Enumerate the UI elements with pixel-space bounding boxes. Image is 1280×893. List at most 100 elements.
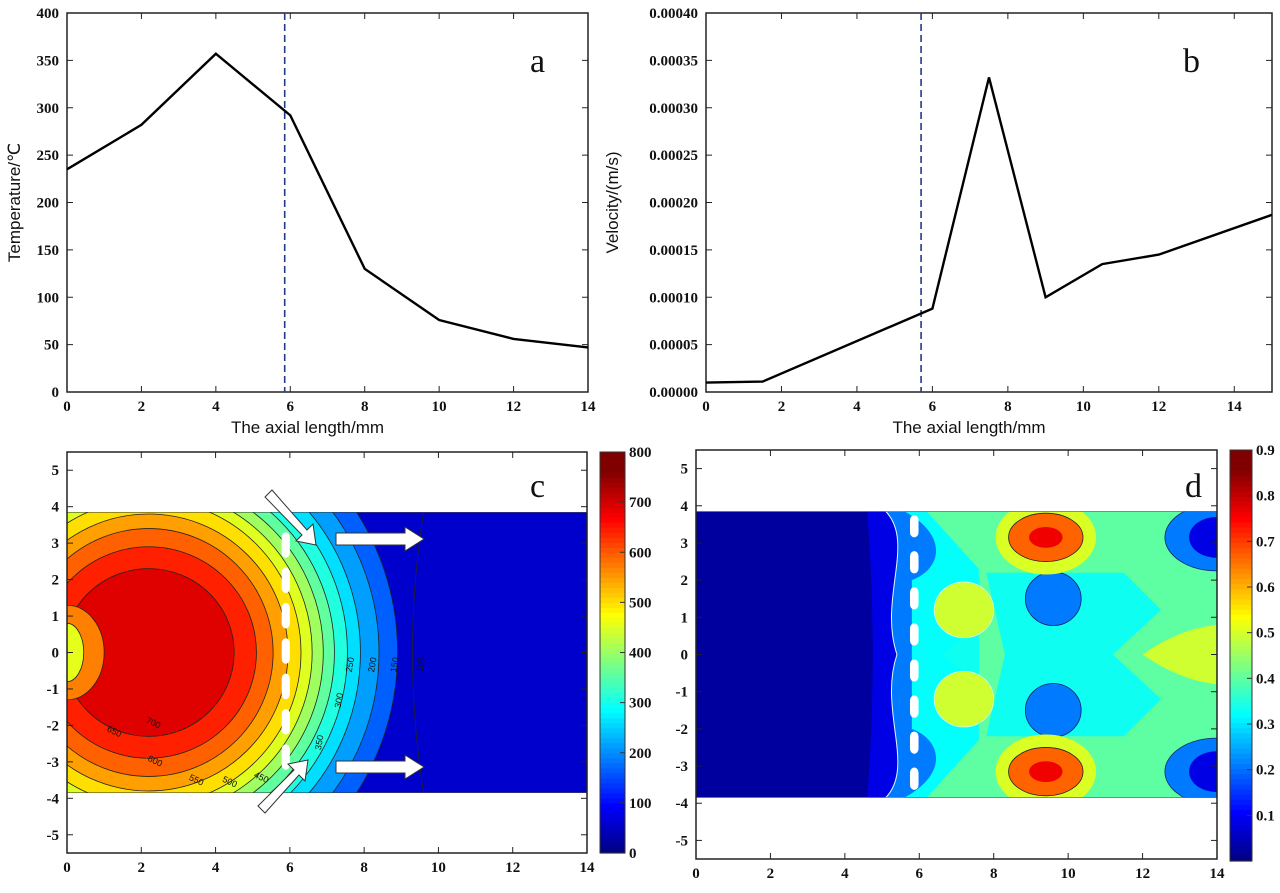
y-axis-label: Temperature/℃ [5, 143, 24, 262]
colorbar-segment [600, 737, 625, 744]
x-tick-label: 14 [581, 399, 597, 415]
colorbar-tick-label: 100 [629, 796, 652, 812]
colorbar-segment [1230, 470, 1252, 477]
colorbar-segment [600, 517, 625, 523]
colorbar-segment [1230, 511, 1252, 518]
colorbar-tick-label: 0.1 [1256, 808, 1275, 824]
x-tick-label: 6 [287, 399, 295, 415]
colorbar-tick-label: 400 [629, 646, 652, 662]
colorbar-segment [600, 802, 625, 809]
colorbar-segment [1230, 496, 1252, 502]
colorbar-segment [1230, 670, 1252, 677]
wall-opening-marker [281, 532, 290, 558]
x-tick-label: 4 [212, 399, 220, 415]
colorbar-segment [600, 577, 625, 583]
colorbar-segment [600, 807, 625, 814]
colorbar-segment [600, 727, 625, 734]
colorbar-tick-label: 0.7 [1256, 534, 1275, 550]
colorbar-segment [600, 582, 625, 588]
x-tick-label: 4 [841, 866, 849, 882]
wall-opening-marker [909, 623, 919, 646]
y-axis-label: Velocity/(m/s) [603, 151, 622, 253]
colorbar-segment [600, 542, 625, 548]
wall-opening-marker [909, 515, 919, 538]
colorbar-segment [600, 457, 625, 463]
y-tick-label: 1 [681, 610, 689, 626]
x-tick-label: 10 [432, 399, 447, 415]
x-tick-label: 8 [361, 399, 369, 415]
colorbar-segment [1230, 660, 1252, 667]
colorbar-segment [1230, 794, 1252, 800]
panel-a-temperature-chart: 0 2 4 6 8 10 12 14 0 50 100 150 200 250 300 350 400 a The … [5, 6, 596, 437]
colorbar-segment [1230, 758, 1252, 764]
wall-opening-marker [909, 803, 919, 826]
colorbar-segment [600, 837, 625, 844]
colorbar-tick-label: 0.4 [1256, 671, 1275, 687]
colorbar-segment [600, 477, 625, 483]
colorbar-segment [600, 812, 625, 819]
data-series-line [66, 52, 589, 349]
wall-opening-marker [281, 744, 290, 770]
colorbar-segment [1230, 850, 1252, 857]
colorbar-segment [1230, 732, 1252, 739]
panel-label: c [530, 468, 545, 505]
colorbar-segment [1230, 629, 1252, 636]
x-tick-label: 12 [1135, 866, 1150, 882]
colorbar-segment [1230, 480, 1252, 487]
colorbar-segment [600, 647, 625, 654]
colorbar-segment [600, 632, 625, 639]
colorbar-segment [600, 552, 625, 558]
colorbar-segment [600, 452, 625, 458]
panel-label: d [1185, 468, 1202, 505]
y-tick-label: 0.00025 [649, 148, 698, 164]
contour-band [1189, 751, 1217, 793]
colorbar-segment [600, 512, 625, 518]
colorbar-segment [600, 832, 625, 839]
colorbar-segment [1230, 598, 1252, 605]
y-tick-label: 0.00010 [649, 290, 698, 306]
y-tick-label: 0.00040 [649, 6, 698, 22]
colorbar-segment [600, 747, 625, 754]
colorbar-segment [1230, 640, 1252, 646]
y-tick-label: -2 [676, 722, 689, 738]
colorbar-segment [1230, 691, 1252, 698]
colorbar-segment [600, 712, 625, 719]
colorbar-segment [600, 497, 625, 503]
colorbar-segment [600, 522, 625, 528]
colorbar-segment [600, 792, 625, 799]
colorbar-segment [1230, 665, 1252, 672]
x-tick-label: 10 [431, 860, 446, 876]
colorbar-segment [1230, 809, 1252, 816]
colorbar-segment [600, 822, 625, 829]
wall-opening-marker [909, 659, 919, 682]
colorbar-segment [1230, 727, 1252, 734]
colorbar-segment [600, 622, 625, 629]
colorbar-frame [1229, 449, 1253, 862]
colorbar-segment [600, 592, 625, 598]
colorbar-segment [600, 637, 625, 644]
panel-label: b [1183, 43, 1200, 80]
panel-label: a [530, 43, 545, 80]
colorbar-segment [1230, 712, 1252, 718]
colorbar-segment [600, 782, 625, 789]
contour-label: 150 [388, 656, 400, 673]
contour-band [1024, 683, 1082, 738]
colorbar-segment [1230, 542, 1252, 549]
colorbar-segment [600, 682, 625, 689]
colorbar-segment [600, 702, 625, 709]
x-tick-label: 6 [916, 866, 924, 882]
colorbar-segment [1230, 455, 1252, 461]
y-tick-label: 0.00015 [649, 243, 698, 259]
colorbar-segment [1230, 783, 1252, 790]
colorbar-segment [1230, 686, 1252, 693]
colorbar-segment [600, 487, 625, 493]
colorbar-segment [600, 572, 625, 578]
colorbar-tick-label: 800 [629, 445, 652, 461]
contour-label: 250 [344, 656, 356, 673]
x-tick-label: 2 [767, 866, 775, 882]
colorbar-segment [600, 752, 625, 759]
colorbar-segment [600, 602, 625, 608]
